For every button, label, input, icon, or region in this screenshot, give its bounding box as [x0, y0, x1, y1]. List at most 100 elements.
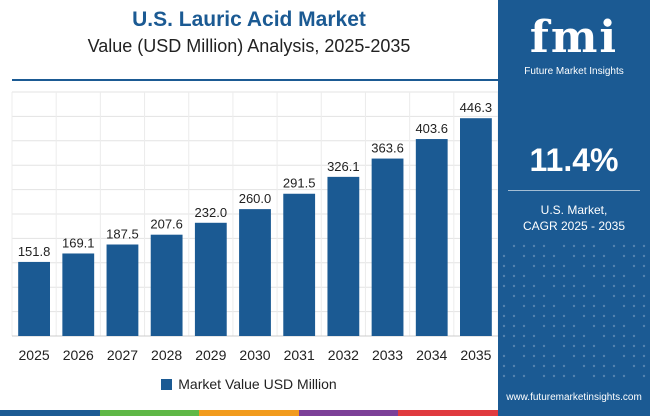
pattern-dot: [563, 265, 565, 267]
pattern-dot: [523, 285, 525, 287]
x-tick-2035: 2035: [460, 347, 491, 363]
pattern-dot: [583, 255, 585, 257]
pattern-dot: [643, 275, 645, 277]
cagr-label-line1: U.S. Market,: [498, 203, 650, 217]
pattern-dot: [633, 345, 635, 347]
pattern-dot: [523, 355, 525, 357]
pattern-dot: [643, 345, 645, 347]
pattern-dot: [593, 275, 595, 277]
pattern-dot: [513, 375, 515, 377]
pattern-dot: [503, 285, 505, 287]
pattern-dot: [513, 265, 515, 267]
pattern-dot: [543, 275, 545, 277]
pattern-dot: [603, 265, 605, 267]
pattern-dot: [543, 375, 545, 377]
pattern-dot: [543, 325, 545, 327]
pattern-dot: [613, 245, 615, 247]
pattern-dot: [633, 315, 635, 317]
pattern-dot: [593, 305, 595, 307]
pattern-dot: [503, 255, 505, 257]
pattern-dot: [603, 355, 605, 357]
pattern-dot: [533, 365, 535, 367]
pattern-dot: [643, 325, 645, 327]
pattern-dot: [633, 245, 635, 247]
data-label-2035: 446.3: [460, 100, 493, 115]
bar-2029: [195, 223, 227, 336]
pattern-dot: [613, 285, 615, 287]
pattern-dot: [533, 265, 535, 267]
pattern-dot: [503, 365, 505, 367]
pattern-dot: [503, 275, 505, 277]
pattern-dot: [543, 365, 545, 367]
pattern-dot: [553, 255, 555, 257]
pattern-dot: [563, 285, 565, 287]
pattern-dot: [563, 365, 565, 367]
cagr-label-line2: CAGR 2025 - 2035: [498, 219, 650, 233]
pattern-dot: [553, 325, 555, 327]
pattern-dot: [603, 255, 605, 257]
pattern-dot: [533, 315, 535, 317]
side-panel: fmi Future Market Insights 11.4% U.S. Ma…: [498, 0, 650, 416]
pattern-dot: [543, 315, 545, 317]
pattern-dot: [563, 275, 565, 277]
pattern-dot: [503, 355, 505, 357]
pattern-dot: [603, 305, 605, 307]
pattern-dot: [573, 285, 575, 287]
pattern-dot: [553, 275, 555, 277]
pattern-dot: [573, 375, 575, 377]
pattern-dot: [633, 335, 635, 337]
pattern-dot: [563, 245, 565, 247]
pattern-dot: [533, 245, 535, 247]
pattern-dot: [503, 265, 505, 267]
pattern-dot: [643, 315, 645, 317]
x-tick-2026: 2026: [63, 347, 94, 363]
pattern-dot: [523, 275, 525, 277]
pattern-dot: [573, 255, 575, 257]
logo-mark: fmi: [516, 14, 632, 62]
pattern-dot: [543, 265, 545, 267]
bottom-bar-segment: [100, 410, 200, 416]
pattern-dot: [623, 295, 625, 297]
pattern-dot: [603, 335, 605, 337]
data-label-2034: 403.6: [415, 121, 448, 136]
pattern-dot: [553, 355, 555, 357]
pattern-dot: [553, 335, 555, 337]
legend-label: Market Value USD Million: [178, 376, 336, 392]
pattern-dot: [543, 295, 545, 297]
pattern-dot: [583, 355, 585, 357]
pattern-dot: [573, 245, 575, 247]
bar-2034: [416, 139, 448, 336]
pattern-dot: [513, 275, 515, 277]
x-tick-2025: 2025: [19, 347, 50, 363]
pattern-dot: [623, 355, 625, 357]
pattern-dot: [503, 305, 505, 307]
pattern-dot: [583, 305, 585, 307]
pattern-dot: [543, 305, 545, 307]
pattern-dot: [523, 255, 525, 257]
pattern-dot: [613, 375, 615, 377]
pattern-dot: [533, 305, 535, 307]
pattern-dot: [633, 255, 635, 257]
pattern-dot: [543, 245, 545, 247]
pattern-dot: [623, 375, 625, 377]
pattern-dot: [523, 375, 525, 377]
site-url: www.futuremarketinsights.com: [498, 392, 650, 403]
pattern-dot: [583, 285, 585, 287]
pattern-dot: [573, 345, 575, 347]
pattern-dot: [553, 305, 555, 307]
pattern-dot: [623, 335, 625, 337]
bar-chart: 151.8169.1187.5207.6232.0260.0291.5326.1…: [0, 0, 498, 376]
bar-2028: [151, 235, 183, 336]
pattern-dot: [533, 345, 535, 347]
pattern-dot: [503, 325, 505, 327]
pattern-dot: [583, 345, 585, 347]
pattern-dot: [593, 345, 595, 347]
pattern-dot: [643, 365, 645, 367]
pattern-dot: [543, 355, 545, 357]
x-tick-2030: 2030: [239, 347, 270, 363]
bar-2032: [327, 177, 359, 336]
bottom-bar-segment: [299, 410, 399, 416]
pattern-dot: [603, 365, 605, 367]
pattern-dot: [513, 325, 515, 327]
pattern-dot: [553, 365, 555, 367]
